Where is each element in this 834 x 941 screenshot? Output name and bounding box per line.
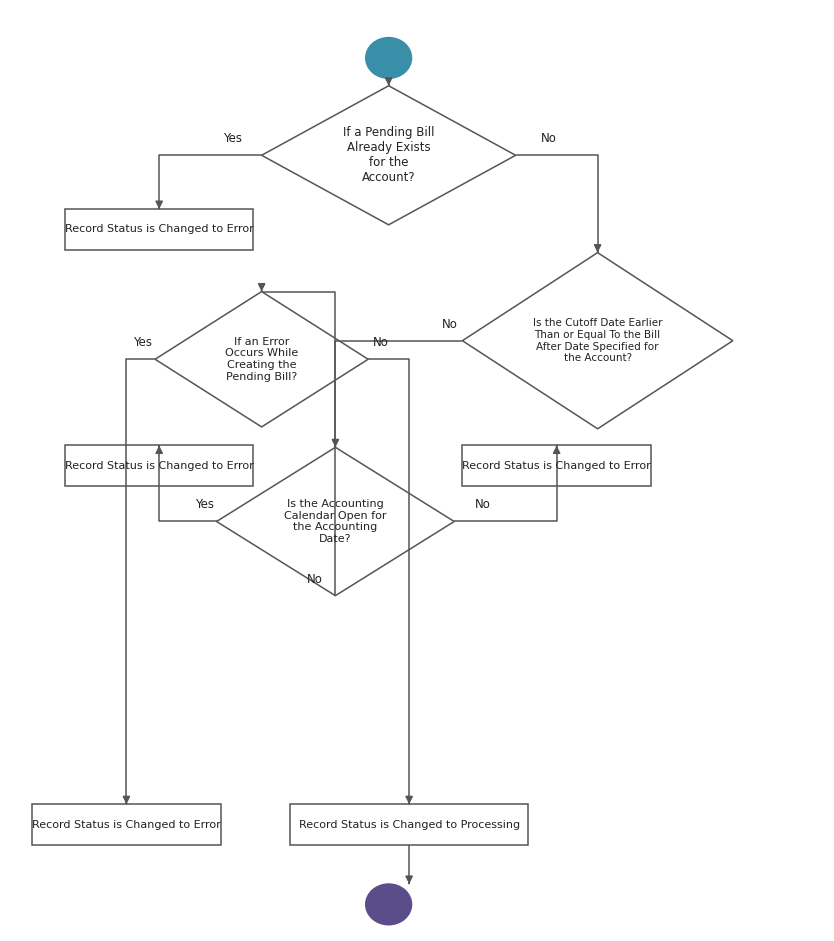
Text: Yes: Yes (224, 132, 243, 145)
Text: Record Status is Changed to Error: Record Status is Changed to Error (65, 461, 254, 470)
Text: Yes: Yes (195, 499, 214, 511)
Text: Record Status is Changed to Error: Record Status is Changed to Error (65, 225, 254, 234)
Text: Record Status is Changed to Error: Record Status is Changed to Error (462, 461, 651, 470)
Text: Is the Accounting
Calendar Open for
the Accounting
Date?: Is the Accounting Calendar Open for the … (284, 499, 387, 544)
Text: Record Status is Changed to Processing: Record Status is Changed to Processing (299, 820, 520, 830)
Text: Record Status is Changed to Error: Record Status is Changed to Error (32, 820, 221, 830)
Text: If a Pending Bill
Already Exists
for the
Account?: If a Pending Bill Already Exists for the… (343, 126, 435, 184)
Text: No: No (307, 573, 323, 586)
Text: Is the Cutoff Date Earlier
Than or Equal To the Bill
After Date Specified for
th: Is the Cutoff Date Earlier Than or Equal… (533, 318, 662, 363)
Text: No: No (442, 317, 458, 330)
Text: Yes: Yes (133, 336, 153, 349)
Text: If an Error
Occurs While
Creating the
Pending Bill?: If an Error Occurs While Creating the Pe… (225, 337, 299, 382)
Text: No: No (540, 132, 556, 145)
Text: No: No (475, 499, 491, 511)
Ellipse shape (365, 884, 412, 925)
Text: No: No (373, 336, 389, 349)
Ellipse shape (365, 38, 412, 78)
